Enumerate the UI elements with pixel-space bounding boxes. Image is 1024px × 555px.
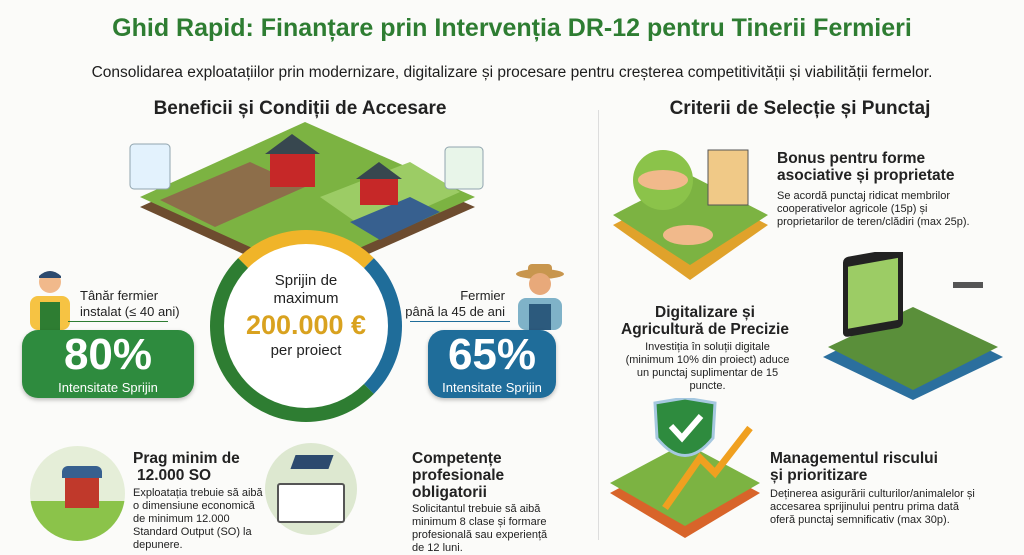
farm-landscape-icon xyxy=(129,122,484,282)
criteria-heading: Criterii de Selecție și Punctaj xyxy=(669,98,931,119)
center-line3: per proiect xyxy=(270,342,342,359)
young-farmer-icon xyxy=(30,271,70,330)
tablet-drone-field-icon xyxy=(823,252,1003,400)
older-farmer-label1: Fermier xyxy=(460,288,505,303)
older-caption: Intensitate Sprijin xyxy=(442,380,542,395)
young-caption: Intensitate Sprijin xyxy=(58,380,158,395)
young-farmer-intensity-badge: 80% Intensitate Sprijin xyxy=(22,330,194,398)
skills-title2: profesionale xyxy=(412,467,505,484)
risk-text: Deținerea asigurării culturilor/animalel… xyxy=(770,488,975,526)
threshold-title2: 12.000 SO xyxy=(137,467,212,484)
page-title: Ghid Rapid: Finanțare prin Intervenția D… xyxy=(112,14,912,42)
farmer-with-hat-icon xyxy=(516,264,564,330)
older-percent: 65% xyxy=(447,330,537,379)
skills-title1: Competențe xyxy=(412,450,502,467)
skills-text: Solicitantul trebuie să aibă minimum 8 c… xyxy=(412,503,548,554)
bonus-text: Se acordă punctaj ridicat membrilor coop… xyxy=(777,190,970,228)
page-subtitle: Consolidarea exploatațiilor prin moderni… xyxy=(91,64,933,81)
young-farmer-label2: instalat (≤ 40 ani) xyxy=(80,304,180,319)
threshold-text: Exploatația trebuie să aibă o dimensiune… xyxy=(133,487,263,551)
digital-title1: Digitalizare și xyxy=(655,304,755,321)
bonus-title1: Bonus pentru forme xyxy=(777,150,926,167)
older-farmer-label2: până la 45 de ani xyxy=(405,304,505,319)
section-divider xyxy=(598,110,599,540)
risk-title1: Managementul riscului xyxy=(770,450,938,467)
handshake-building-icon xyxy=(613,149,768,280)
barn-farm-icon xyxy=(30,446,125,541)
graduation-book-tools-icon xyxy=(265,443,357,535)
center-line1: Sprijin de xyxy=(274,272,338,289)
young-farmer-label1: Tânăr fermier xyxy=(80,288,159,303)
digital-title2: Agricultură de Precizie xyxy=(621,321,789,338)
max-amount: 200.000 € xyxy=(245,310,367,340)
young-percent: 80% xyxy=(63,330,153,379)
risk-title2: și prioritizare xyxy=(770,467,868,484)
skills-title3: obligatorii xyxy=(412,484,487,501)
shield-growth-icon xyxy=(610,398,760,538)
threshold-title1: Prag minim de xyxy=(133,450,240,467)
center-line2: maximum xyxy=(273,290,339,307)
bonus-title2: asociative și proprietate xyxy=(777,167,955,184)
benefits-heading: Beneficii și Condiții de Accesare xyxy=(153,98,447,119)
digital-text: Investiția în soluții digitale (minimum … xyxy=(625,341,790,392)
older-farmer-intensity-badge: 65% Intensitate Sprijin xyxy=(428,330,556,398)
